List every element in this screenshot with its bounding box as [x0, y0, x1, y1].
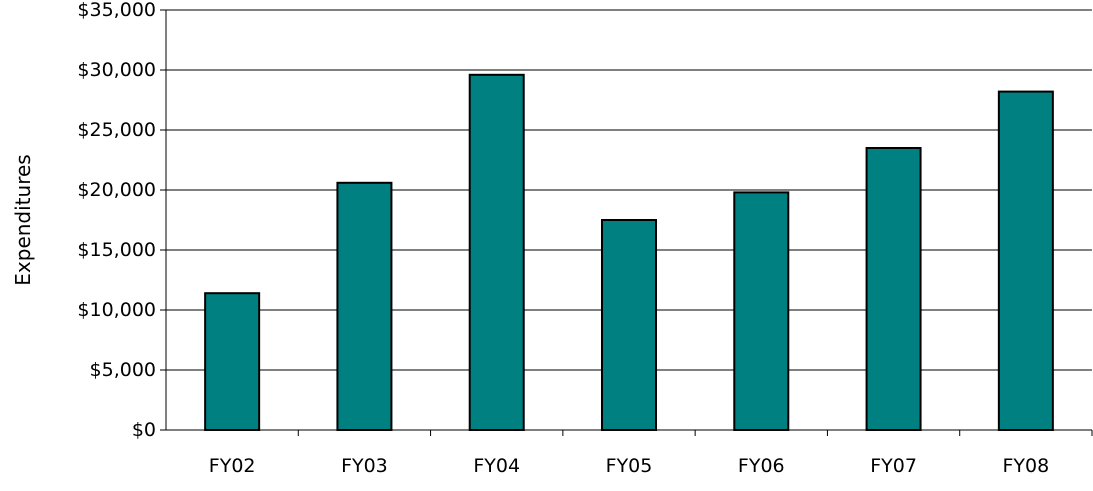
y-tick-label: $35,000 — [77, 0, 156, 21]
bar-fy06 — [733, 191, 790, 431]
x-tick-label: FY04 — [473, 455, 520, 477]
bar-fy03 — [336, 181, 393, 431]
y-tick-label: $20,000 — [77, 179, 156, 201]
y-tick-label: $25,000 — [77, 119, 156, 141]
bar-fy07 — [865, 147, 922, 431]
x-tick-label: FY08 — [1002, 455, 1049, 477]
bar-fy08 — [997, 90, 1054, 431]
y-tick-label: $10,000 — [77, 299, 156, 321]
y-tick-label: $0 — [132, 419, 156, 441]
axes — [165, 10, 1092, 431]
bar-fy02 — [204, 292, 261, 432]
y-tick-labels: $0 $5,000 $10,000 $15,000 $20,000 $25,000 $30,… — [77, 0, 156, 441]
y-axis-label: Expenditures — [11, 154, 35, 285]
y-tick-label: $5,000 — [90, 359, 156, 381]
x-tick-label: FY05 — [606, 455, 653, 477]
y-tick-label: $30,000 — [77, 59, 156, 81]
x-tick-label: FY07 — [870, 455, 917, 477]
y-tick-label: $15,000 — [77, 239, 156, 261]
bar-fy05 — [601, 219, 657, 431]
x-tick-label: FY06 — [738, 455, 785, 477]
x-tick-label: FY02 — [209, 455, 256, 477]
bar-fy04 — [468, 73, 525, 432]
x-tick-label: FY03 — [341, 455, 388, 477]
x-tick-labels: FY02 FY03 FY04 FY05 FY06 FY07 FY08 — [209, 455, 1049, 477]
bars — [204, 73, 1054, 432]
